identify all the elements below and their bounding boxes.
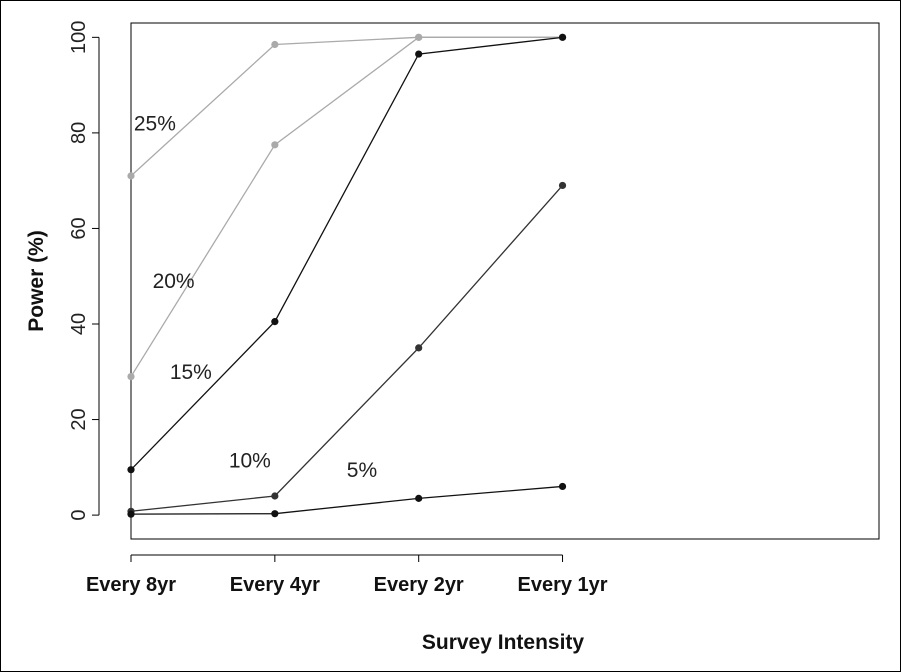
- data-point: [127, 510, 135, 518]
- y-tick-label: 100: [68, 21, 90, 54]
- series-line: [130, 185, 564, 512]
- data-point: [558, 482, 567, 491]
- x-tick-label: Every 1yr: [517, 574, 607, 596]
- data-point: [558, 181, 567, 190]
- y-tick-label: 0: [68, 510, 90, 521]
- data-point: [271, 318, 279, 326]
- y-tick-label: 60: [68, 217, 90, 239]
- series-points: [127, 33, 567, 518]
- data-point: [271, 510, 279, 518]
- y-tick-label: 20: [68, 408, 90, 430]
- data-point: [415, 33, 423, 41]
- y-axis-title: Power (%): [25, 230, 48, 332]
- data-point: [415, 494, 423, 502]
- data-point: [415, 344, 423, 352]
- series-labels: 25% 20% 15% 10% 5%: [134, 113, 377, 482]
- series-label: 10%: [229, 449, 271, 472]
- data-point: [127, 466, 135, 474]
- data-point: [127, 172, 135, 180]
- series-line: [130, 36, 563, 177]
- series-line: [130, 485, 563, 515]
- series-line: [130, 36, 563, 377]
- data-point: [127, 372, 135, 381]
- x-tick-label: Every 8yr: [86, 574, 176, 596]
- series-label: 20%: [153, 270, 195, 293]
- data-point: [415, 50, 423, 58]
- plot-box: [130, 22, 880, 540]
- data-point: [271, 141, 279, 149]
- data-point: [271, 492, 279, 500]
- x-axis-title: Survey Intensity: [422, 631, 585, 654]
- x-tick-label: Every 2yr: [374, 574, 464, 596]
- x-tick-label: Every 4yr: [230, 574, 320, 596]
- series-label: 5%: [347, 459, 377, 482]
- axes-group: 0 20 40 60 80 100 Every 8yr Every 4yr Every 2yr E…: [68, 21, 880, 596]
- series-line: [130, 36, 563, 471]
- y-tick-label: 80: [68, 122, 90, 144]
- data-point: [558, 33, 567, 41]
- data-point: [271, 40, 279, 49]
- y-tick-label: 40: [68, 313, 90, 335]
- series-label: 25%: [134, 113, 176, 136]
- series-lines: [130, 36, 564, 515]
- series-label: 15%: [170, 361, 212, 384]
